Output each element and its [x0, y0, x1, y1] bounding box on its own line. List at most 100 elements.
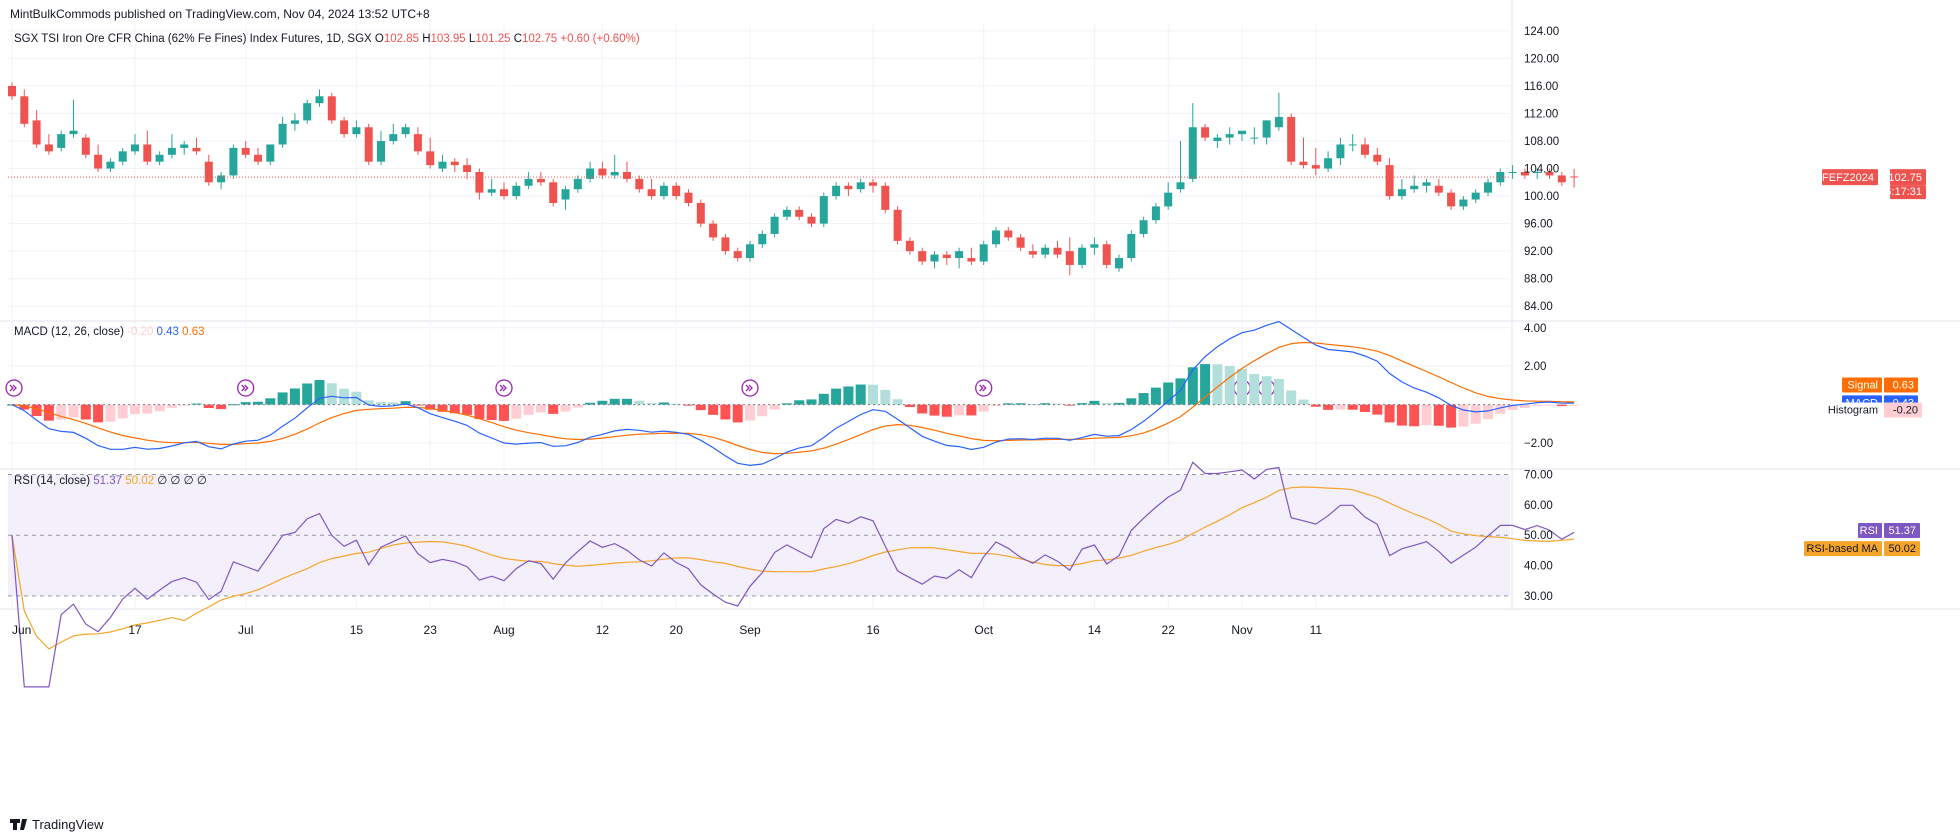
macd-histogram-bar[interactable]: [400, 401, 411, 405]
candle[interactable]: [1213, 134, 1222, 148]
candle[interactable]: [143, 130, 152, 166]
macd-histogram-bar[interactable]: [1138, 393, 1149, 405]
candle[interactable]: [856, 178, 865, 193]
macd-histogram-bar[interactable]: [19, 404, 30, 410]
candle[interactable]: [1028, 244, 1037, 259]
macd-histogram-bar[interactable]: [843, 386, 854, 405]
candle[interactable]: [721, 233, 730, 255]
candle[interactable]: [81, 134, 90, 159]
macd-histogram-bar[interactable]: [720, 404, 731, 420]
macd-histogram-bar[interactable]: [929, 404, 940, 416]
candle[interactable]: [290, 113, 299, 131]
macd-histogram-bar[interactable]: [449, 404, 460, 414]
candle[interactable]: [463, 158, 472, 179]
candle[interactable]: [500, 182, 508, 200]
macd-histogram-bar[interactable]: [1483, 404, 1493, 420]
event-markers[interactable]: [5, 379, 1276, 397]
macd-histogram-bar[interactable]: [191, 403, 202, 405]
macd-histogram-bar[interactable]: [1569, 404, 1580, 406]
macd-histogram-bar[interactable]: [154, 404, 165, 412]
rsi-line[interactable]: [11, 461, 1575, 688]
candle[interactable]: [352, 120, 361, 138]
macd-histogram-bar[interactable]: [585, 402, 596, 405]
candle[interactable]: [1041, 244, 1050, 259]
candle[interactable]: [426, 137, 435, 169]
macd-histogram-bar[interactable]: [80, 404, 91, 420]
macd-histogram-bar[interactable]: [302, 383, 313, 405]
macd-histogram-bar[interactable]: [216, 404, 227, 410]
candle[interactable]: [327, 92, 336, 124]
event-marker[interactable]: [741, 379, 759, 397]
macd-histogram-bar[interactable]: [499, 404, 509, 421]
candle[interactable]: [1115, 254, 1123, 272]
candle[interactable]: [241, 141, 250, 159]
macd-histogram-bar[interactable]: [31, 404, 42, 416]
macd-histogram-bar[interactable]: [105, 404, 116, 422]
macd-histogram-bar[interactable]: [966, 404, 977, 416]
macd-histogram-bar[interactable]: [880, 389, 891, 405]
candle[interactable]: [340, 116, 349, 138]
macd-histogram-bar[interactable]: [732, 404, 743, 423]
macd-histogram-bar[interactable]: [523, 404, 534, 415]
macd-histogram-bar[interactable]: [363, 400, 374, 405]
macd-histogram-bar[interactable]: [1286, 390, 1297, 405]
macd-histogram-bar[interactable]: [1421, 404, 1432, 426]
candle[interactable]: [377, 130, 385, 166]
candle[interactable]: [770, 213, 779, 238]
candle[interactable]: [1373, 147, 1382, 166]
macd-histogram-bar[interactable]: [560, 404, 571, 412]
macd-histogram[interactable]: [7, 364, 1580, 428]
candle[interactable]: [1053, 240, 1062, 259]
macd-histogram-bar[interactable]: [1027, 404, 1038, 406]
candle[interactable]: [475, 168, 484, 200]
time-axis[interactable]: Jun 17 Jul 15 23 Aug 12 20 Sep 16 Oct 14 22 Nov 11: [12, 623, 1322, 637]
candle[interactable]: [1090, 237, 1099, 255]
candle[interactable]: [204, 154, 213, 186]
macd-histogram-bar[interactable]: [474, 404, 485, 419]
macd-histogram-bar[interactable]: [1126, 398, 1137, 405]
signal-line[interactable]: [11, 341, 1575, 455]
candle[interactable]: [512, 182, 521, 200]
candle[interactable]: [57, 130, 66, 152]
candle[interactable]: [979, 240, 988, 265]
candle[interactable]: [1508, 165, 1517, 179]
candle[interactable]: [1471, 189, 1480, 203]
candle[interactable]: [1299, 137, 1308, 169]
macd-histogram-bar[interactable]: [1446, 404, 1457, 428]
candle[interactable]: [795, 206, 804, 221]
candle[interactable]: [758, 230, 767, 248]
candle[interactable]: [413, 127, 422, 155]
candle[interactable]: [1311, 147, 1320, 176]
event-marker[interactable]: [5, 379, 23, 397]
candle[interactable]: [8, 82, 16, 100]
candle[interactable]: [217, 172, 226, 190]
candle[interactable]: [1422, 178, 1431, 193]
macd-histogram-bar[interactable]: [757, 404, 768, 417]
macd-histogram-bar[interactable]: [1077, 403, 1088, 405]
candle[interactable]: [69, 99, 78, 138]
macd-histogram-bar[interactable]: [1150, 387, 1161, 405]
candle[interactable]: [930, 251, 939, 269]
candle[interactable]: [1078, 244, 1087, 269]
candle[interactable]: [955, 247, 964, 269]
candle[interactable]: [364, 123, 373, 166]
rsi-lines[interactable]: [11, 461, 1575, 688]
macd-histogram-bar[interactable]: [289, 388, 300, 405]
candle[interactable]: [401, 123, 410, 138]
macd-histogram-bar[interactable]: [941, 404, 952, 417]
macd-histogram-bar[interactable]: [622, 398, 632, 405]
candle[interactable]: [598, 161, 607, 179]
candle[interactable]: [1016, 233, 1025, 252]
rsi-ma-line[interactable]: [11, 486, 1575, 650]
candle[interactable]: [918, 247, 927, 265]
macd-histogram-bar[interactable]: [1089, 400, 1100, 405]
candle[interactable]: [819, 192, 828, 228]
macd-histogram-bar[interactable]: [831, 388, 842, 405]
candle[interactable]: [450, 158, 459, 172]
macd-histogram-bar[interactable]: [437, 404, 448, 412]
macd-histogram-bar[interactable]: [818, 393, 829, 405]
macd-histogram-bar[interactable]: [855, 384, 866, 405]
candle[interactable]: [623, 161, 631, 183]
candle[interactable]: [131, 134, 139, 155]
macd-histogram-bar[interactable]: [1372, 404, 1383, 415]
